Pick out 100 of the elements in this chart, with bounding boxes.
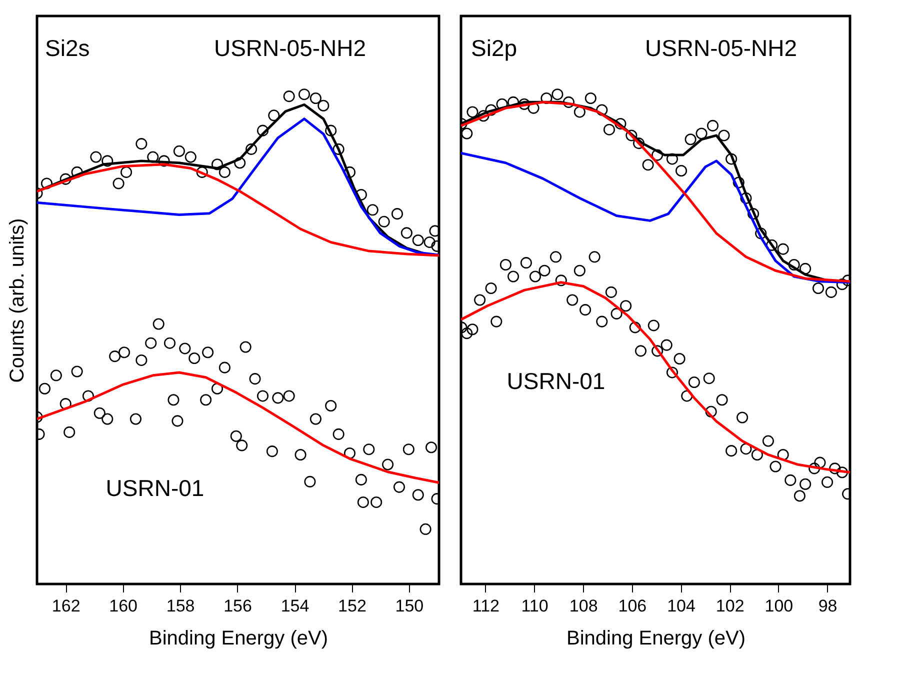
point (574, 106, 586, 118)
point (378, 216, 390, 228)
point (584, 92, 596, 104)
point (574, 264, 586, 276)
point (147, 151, 159, 163)
point (660, 339, 672, 351)
point (424, 236, 436, 248)
point (740, 192, 752, 204)
chart-title: Si2s (45, 35, 90, 61)
point (642, 159, 654, 171)
point (520, 257, 532, 269)
point (555, 274, 567, 286)
point (466, 106, 478, 118)
series-label: USRN-01 (106, 475, 204, 501)
point (310, 413, 322, 425)
point (426, 442, 438, 454)
point (716, 394, 728, 406)
point (382, 458, 394, 470)
point (38, 382, 50, 394)
point (614, 118, 626, 130)
point (485, 282, 497, 294)
point (240, 341, 252, 353)
point (684, 134, 696, 146)
point (136, 354, 148, 366)
point (90, 151, 102, 163)
point (626, 130, 638, 142)
point (60, 173, 72, 185)
point (755, 228, 767, 240)
point (732, 176, 744, 188)
point (184, 151, 196, 163)
point (529, 270, 542, 282)
point (705, 406, 717, 418)
point (294, 448, 306, 460)
chart-title: Si2p (471, 35, 518, 61)
x-tick-label: 152 (338, 596, 366, 616)
point (256, 124, 269, 136)
point (688, 376, 700, 388)
x-tick-label: 112 (472, 596, 500, 616)
point (304, 476, 316, 488)
point (412, 489, 424, 501)
point (800, 262, 812, 274)
x-tick-label: 106 (618, 596, 647, 616)
point (234, 157, 246, 169)
point (706, 120, 719, 132)
point (283, 90, 295, 102)
point (136, 138, 148, 150)
point (402, 444, 414, 456)
point (50, 370, 62, 382)
point (507, 270, 520, 282)
point (580, 304, 592, 316)
point (218, 362, 230, 374)
point (633, 138, 645, 150)
point (836, 466, 848, 478)
point (566, 294, 578, 306)
point (478, 110, 490, 122)
point (164, 337, 176, 349)
point (726, 153, 738, 165)
point (272, 392, 284, 404)
point (634, 345, 646, 357)
point (400, 227, 412, 239)
point (355, 474, 367, 486)
point (188, 352, 200, 364)
point (120, 166, 132, 178)
x-tick-label: 98 (818, 596, 838, 616)
point (652, 345, 664, 357)
x-tick-label: 150 (395, 596, 424, 616)
series-label: USRN-05-NH2 (214, 35, 366, 61)
x-tick-label: 108 (569, 596, 598, 616)
point (620, 300, 632, 312)
point (71, 366, 83, 378)
y-axis-title: Counts (arb. units) (6, 218, 28, 383)
point (674, 352, 686, 365)
point (202, 346, 214, 358)
text: USRN-05-NH2 (644, 35, 798, 61)
x-tick-label: 100 (764, 596, 794, 616)
point (310, 92, 322, 104)
point (822, 476, 834, 488)
point (420, 523, 432, 535)
point (64, 426, 76, 438)
point (596, 104, 608, 116)
x-tick-label: 102 (716, 596, 744, 616)
point (130, 413, 142, 425)
point (740, 443, 752, 455)
point (500, 258, 512, 271)
point (829, 462, 841, 474)
point (596, 316, 608, 328)
point (610, 308, 622, 320)
x-tick-label: 104 (667, 596, 696, 616)
point (766, 239, 778, 251)
point (344, 166, 356, 178)
point (718, 130, 730, 142)
point (211, 382, 224, 394)
point (794, 490, 806, 502)
series-label: USRN-01 (506, 368, 606, 394)
point (236, 440, 248, 452)
point (777, 243, 789, 255)
x-tick-label: 162 (52, 596, 80, 616)
point (703, 372, 715, 384)
point (173, 145, 185, 157)
point (474, 294, 486, 306)
